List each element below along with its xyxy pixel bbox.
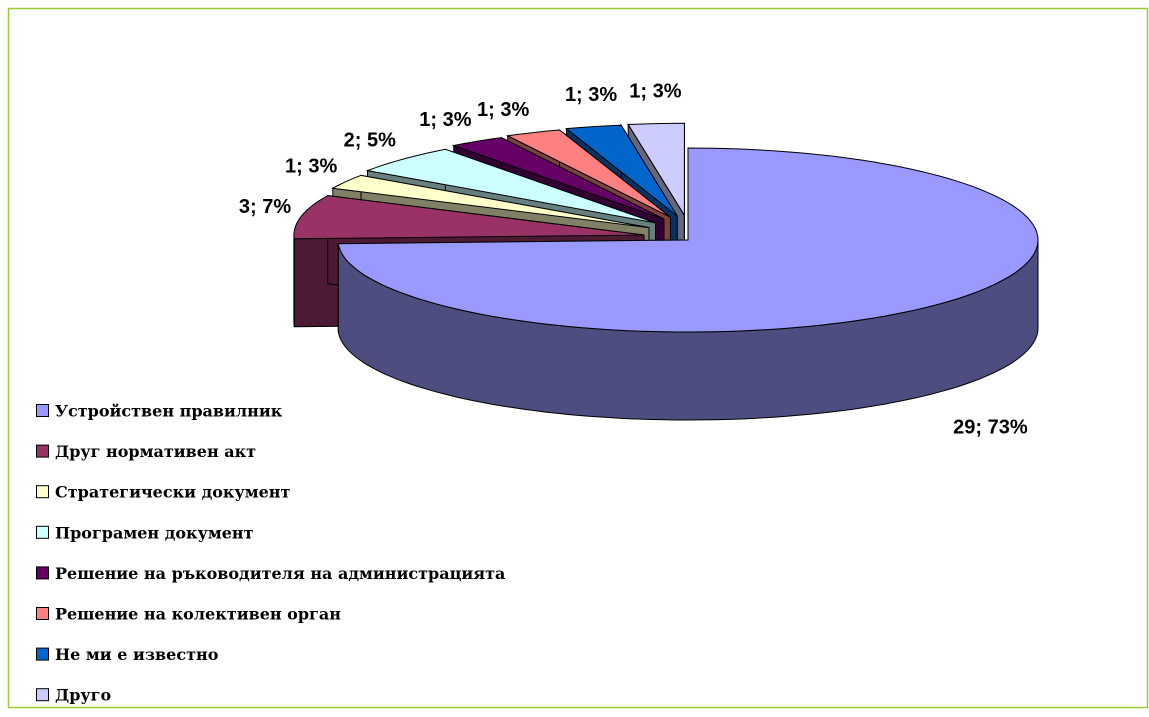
legend-label: Друго bbox=[55, 686, 111, 705]
pie-slice bbox=[365, 148, 656, 224]
data-label: 1; 3% bbox=[419, 109, 471, 131]
legend-swatch bbox=[36, 607, 49, 620]
pie-slice bbox=[451, 137, 665, 220]
legend-swatch bbox=[36, 647, 49, 661]
data-label: 3; 7% bbox=[239, 196, 291, 218]
data-label: 2; 5% bbox=[344, 130, 396, 152]
legend-swatch bbox=[36, 566, 49, 580]
legend-swatch bbox=[36, 485, 49, 499]
legend-label: Решение на колективен орган bbox=[55, 605, 341, 624]
legend-swatch bbox=[36, 404, 49, 417]
legend-swatch bbox=[36, 444, 49, 458]
pie-slice bbox=[627, 122, 685, 218]
pie-slice bbox=[565, 124, 678, 217]
legend-swatch bbox=[36, 525, 49, 539]
data-label: 1; 3% bbox=[285, 156, 337, 178]
legend-swatch bbox=[36, 688, 49, 702]
slice-tops bbox=[293, 122, 1039, 333]
pie-slice bbox=[337, 147, 1039, 333]
legend-label: Друг нормативен акт bbox=[55, 442, 256, 461]
data-label: 1; 3% bbox=[565, 84, 617, 106]
legend-label: Решение на ръководителя на администрация… bbox=[55, 564, 505, 583]
data-label: 1; 3% bbox=[477, 99, 529, 121]
legend-label: Не ми е известно bbox=[55, 645, 219, 664]
legend-label: Устройствен правилник bbox=[55, 402, 283, 421]
pie-slice bbox=[331, 174, 650, 229]
pie-slice bbox=[506, 129, 671, 218]
pie-slice bbox=[293, 195, 644, 240]
legend-label: Стратегически документ bbox=[55, 483, 291, 502]
data-label: 1; 3% bbox=[629, 81, 681, 103]
legend-label: Програмен документ bbox=[55, 523, 254, 542]
data-label: 29; 73% bbox=[953, 417, 1028, 439]
